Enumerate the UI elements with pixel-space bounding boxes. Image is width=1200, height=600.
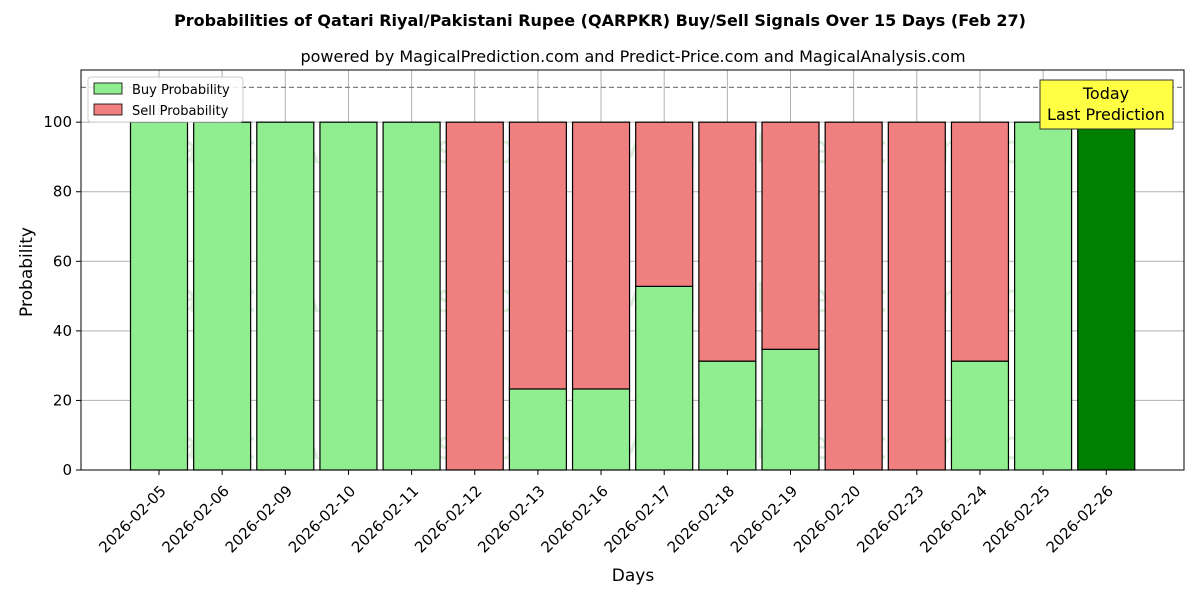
bar-sell — [508, 121, 567, 390]
x-tick-label: 2026-02-12 — [411, 482, 485, 556]
x-tick-label: 2026-02-16 — [537, 482, 611, 556]
y-tick-label: 100 — [43, 113, 72, 131]
x-tick-label: 2026-02-25 — [979, 482, 1053, 556]
bar-buy — [950, 360, 1010, 471]
bar-buy — [1013, 121, 1073, 471]
bar-sell — [761, 121, 820, 350]
bars — [129, 121, 1136, 471]
today-box — [1039, 79, 1174, 130]
plot-frame — [80, 69, 1185, 471]
x-tick-label: 2026-02-20 — [790, 482, 864, 556]
legend-label-buy: Buy Probability — [132, 83, 230, 98]
chart-subtitle: powered by MagicalPrediction.com and Pre… — [300, 47, 965, 66]
x-tick-label: 2026-02-18 — [664, 482, 738, 556]
x-tick-label: 2026-02-19 — [727, 482, 801, 556]
bar-buy — [761, 348, 820, 471]
legend-swatch-buy — [93, 82, 123, 95]
today-annotation: Today Last Prediction — [1039, 79, 1174, 130]
bar-buy — [382, 121, 441, 471]
y-axis: 0 20 40 60 80 100 — [43, 113, 81, 479]
x-tick-label: 2026-02-10 — [285, 482, 359, 556]
bar-sell — [571, 121, 631, 390]
bar-buy — [319, 121, 378, 471]
bar-buy — [129, 121, 189, 471]
bar-sell — [950, 121, 1010, 362]
last-prediction-label: Last Prediction — [1047, 105, 1165, 124]
x-tick-label: 2026-02-09 — [222, 482, 296, 556]
y-tick-label: 0 — [62, 461, 72, 479]
x-tick-label: 2026-02-06 — [159, 482, 233, 556]
x-tick-label: 2026-02-17 — [601, 482, 675, 556]
bar-sell — [698, 121, 757, 362]
y-axis-label: Probability — [17, 227, 37, 317]
y-tick-label: 60 — [53, 252, 72, 270]
today-label: Today — [1082, 84, 1129, 103]
bar-buy — [698, 360, 757, 471]
y-tick-label: 20 — [53, 391, 72, 409]
bar-buy — [635, 285, 694, 471]
y-tick-label: 80 — [53, 183, 72, 201]
x-tick-label: 2026-02-26 — [1043, 482, 1117, 556]
bar-buy — [1077, 121, 1136, 471]
legend-label-sell: Sell Probability — [132, 104, 229, 119]
legend-swatch-sell — [93, 103, 123, 116]
bar-sell — [635, 121, 694, 287]
x-axis: 2026-02-052026-02-062026-02-092026-02-10… — [95, 470, 1117, 556]
bar-buy — [256, 121, 315, 471]
x-tick-label: 2026-02-13 — [474, 482, 548, 556]
bar-buy — [571, 388, 631, 471]
bar-buy — [508, 388, 567, 471]
legend-frame — [87, 76, 244, 123]
bar-sell — [887, 121, 946, 471]
x-tick-label: 2026-02-11 — [348, 482, 422, 556]
y-tick-label: 40 — [53, 322, 72, 340]
x-tick-label: 2026-02-23 — [853, 482, 927, 556]
bar-sell — [445, 121, 504, 471]
x-axis-label: Days — [612, 566, 655, 586]
bar-buy — [193, 121, 252, 471]
bar-sell — [824, 121, 883, 471]
x-tick-label: 2026-02-05 — [95, 482, 169, 556]
legend: Buy Probability Sell Probability — [87, 76, 244, 123]
chart-title: Probabilities of Qatari Riyal/Pakistani … — [174, 11, 1026, 30]
x-tick-label: 2026-02-24 — [916, 482, 990, 556]
